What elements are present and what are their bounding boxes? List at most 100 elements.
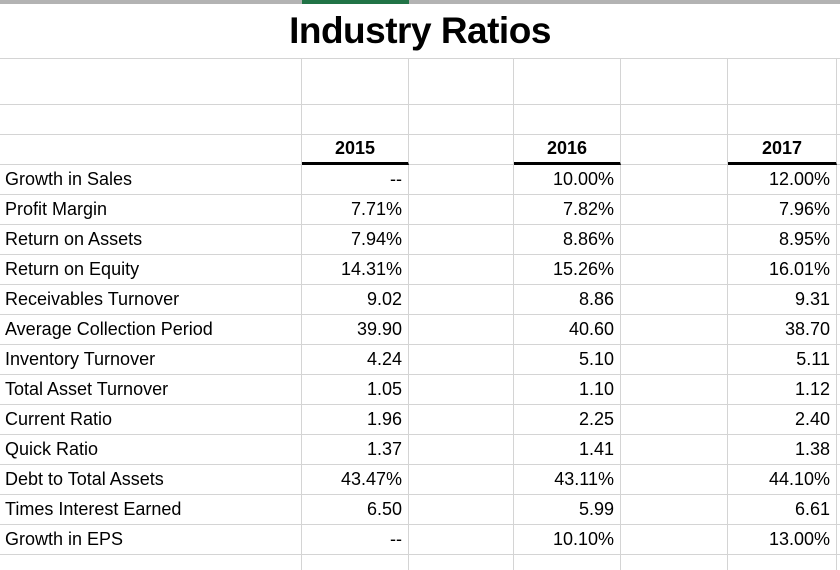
empty-cell[interactable] bbox=[409, 135, 514, 165]
ratio-label-cell[interactable]: Times Interest Earned bbox=[0, 495, 302, 525]
empty-cell[interactable] bbox=[621, 555, 728, 570]
ratio-label-cell[interactable]: Return on Assets bbox=[0, 225, 302, 255]
year-header-2016[interactable]: 2016 bbox=[514, 135, 621, 165]
empty-cell[interactable] bbox=[728, 59, 837, 105]
empty-cell[interactable] bbox=[621, 315, 728, 345]
value-2015-cell[interactable]: -- bbox=[302, 525, 409, 555]
value-2016-cell[interactable]: 40.60 bbox=[514, 315, 621, 345]
value-2015-cell[interactable]: 7.94% bbox=[302, 225, 409, 255]
empty-cell[interactable] bbox=[409, 59, 514, 105]
value-2017-cell[interactable]: 8.95% bbox=[728, 225, 837, 255]
empty-cell[interactable] bbox=[409, 525, 514, 555]
value-2017-cell[interactable]: 38.70 bbox=[728, 315, 837, 345]
ratio-label-cell[interactable]: Growth in Sales bbox=[0, 165, 302, 195]
empty-cell[interactable] bbox=[514, 555, 621, 570]
empty-cell[interactable] bbox=[0, 135, 302, 165]
ratio-label-cell[interactable]: Current Ratio bbox=[0, 405, 302, 435]
empty-cell[interactable] bbox=[409, 255, 514, 285]
ratio-label-cell[interactable]: Growth in EPS bbox=[0, 525, 302, 555]
empty-cell[interactable] bbox=[0, 59, 302, 105]
empty-cell[interactable] bbox=[409, 435, 514, 465]
value-2015-cell[interactable]: 6.50 bbox=[302, 495, 409, 525]
empty-cell[interactable] bbox=[621, 165, 728, 195]
ratio-label-cell[interactable]: Receivables Turnover bbox=[0, 285, 302, 315]
empty-cell[interactable] bbox=[728, 105, 837, 135]
value-2017-cell[interactable]: 7.96% bbox=[728, 195, 837, 225]
empty-cell[interactable] bbox=[621, 225, 728, 255]
value-2017-cell[interactable]: 2.40 bbox=[728, 405, 837, 435]
empty-cell[interactable] bbox=[409, 195, 514, 225]
value-2015-cell[interactable]: 1.05 bbox=[302, 375, 409, 405]
empty-cell[interactable] bbox=[621, 135, 728, 165]
empty-cell[interactable] bbox=[621, 435, 728, 465]
empty-cell[interactable] bbox=[0, 555, 302, 570]
value-2015-cell[interactable]: 4.24 bbox=[302, 345, 409, 375]
empty-cell[interactable] bbox=[621, 525, 728, 555]
value-2015-cell[interactable]: 39.90 bbox=[302, 315, 409, 345]
year-header-2015[interactable]: 2015 bbox=[302, 135, 409, 165]
empty-cell[interactable] bbox=[621, 405, 728, 435]
empty-cell[interactable] bbox=[409, 165, 514, 195]
value-2017-cell[interactable]: 13.00% bbox=[728, 525, 837, 555]
value-2016-cell[interactable]: 1.10 bbox=[514, 375, 621, 405]
empty-cell[interactable] bbox=[621, 59, 728, 105]
value-2017-cell[interactable]: 1.38 bbox=[728, 435, 837, 465]
value-2015-cell[interactable]: 1.96 bbox=[302, 405, 409, 435]
empty-cell[interactable] bbox=[621, 255, 728, 285]
empty-cell[interactable] bbox=[409, 315, 514, 345]
empty-cell[interactable] bbox=[409, 225, 514, 255]
empty-cell[interactable] bbox=[621, 495, 728, 525]
value-2017-cell[interactable]: 16.01% bbox=[728, 255, 837, 285]
empty-cell[interactable] bbox=[621, 375, 728, 405]
value-2017-cell[interactable]: 12.00% bbox=[728, 165, 837, 195]
empty-cell[interactable] bbox=[302, 105, 409, 135]
value-2016-cell[interactable]: 5.99 bbox=[514, 495, 621, 525]
empty-cell[interactable] bbox=[728, 555, 837, 570]
empty-cell[interactable] bbox=[409, 375, 514, 405]
empty-cell[interactable] bbox=[302, 555, 409, 570]
empty-cell[interactable] bbox=[409, 405, 514, 435]
value-2015-cell[interactable]: -- bbox=[302, 165, 409, 195]
empty-cell[interactable] bbox=[621, 345, 728, 375]
ratio-label-cell[interactable]: Quick Ratio bbox=[0, 435, 302, 465]
value-2016-cell[interactable]: 8.86% bbox=[514, 225, 621, 255]
ratio-label-cell[interactable]: Debt to Total Assets bbox=[0, 465, 302, 495]
year-header-2017[interactable]: 2017 bbox=[728, 135, 837, 165]
ratio-label-cell[interactable]: Total Asset Turnover bbox=[0, 375, 302, 405]
value-2015-cell[interactable]: 1.37 bbox=[302, 435, 409, 465]
empty-cell[interactable] bbox=[621, 195, 728, 225]
value-2016-cell[interactable]: 15.26% bbox=[514, 255, 621, 285]
value-2015-cell[interactable]: 7.71% bbox=[302, 195, 409, 225]
value-2015-cell[interactable]: 9.02 bbox=[302, 285, 409, 315]
empty-cell[interactable] bbox=[409, 345, 514, 375]
empty-cell[interactable] bbox=[302, 59, 409, 105]
value-2016-cell[interactable]: 8.86 bbox=[514, 285, 621, 315]
empty-cell[interactable] bbox=[409, 465, 514, 495]
ratio-label-cell[interactable]: Profit Margin bbox=[0, 195, 302, 225]
value-2015-cell[interactable]: 43.47% bbox=[302, 465, 409, 495]
empty-cell[interactable] bbox=[514, 105, 621, 135]
title-cell[interactable]: Industry Ratios bbox=[0, 4, 840, 59]
empty-cell[interactable] bbox=[621, 465, 728, 495]
value-2016-cell[interactable]: 10.00% bbox=[514, 165, 621, 195]
empty-cell[interactable] bbox=[0, 105, 302, 135]
ratio-label-cell[interactable]: Inventory Turnover bbox=[0, 345, 302, 375]
value-2016-cell[interactable]: 7.82% bbox=[514, 195, 621, 225]
ratio-label-cell[interactable]: Return on Equity bbox=[0, 255, 302, 285]
empty-cell[interactable] bbox=[621, 285, 728, 315]
empty-cell[interactable] bbox=[409, 555, 514, 570]
empty-cell[interactable] bbox=[409, 285, 514, 315]
empty-cell[interactable] bbox=[409, 105, 514, 135]
value-2017-cell[interactable]: 1.12 bbox=[728, 375, 837, 405]
ratio-label-cell[interactable]: Average Collection Period bbox=[0, 315, 302, 345]
value-2016-cell[interactable]: 43.11% bbox=[514, 465, 621, 495]
value-2015-cell[interactable]: 14.31% bbox=[302, 255, 409, 285]
value-2017-cell[interactable]: 6.61 bbox=[728, 495, 837, 525]
empty-cell[interactable] bbox=[409, 495, 514, 525]
value-2017-cell[interactable]: 44.10% bbox=[728, 465, 837, 495]
value-2016-cell[interactable]: 2.25 bbox=[514, 405, 621, 435]
value-2016-cell[interactable]: 10.10% bbox=[514, 525, 621, 555]
value-2017-cell[interactable]: 9.31 bbox=[728, 285, 837, 315]
empty-cell[interactable] bbox=[621, 105, 728, 135]
empty-cell[interactable] bbox=[514, 59, 621, 105]
